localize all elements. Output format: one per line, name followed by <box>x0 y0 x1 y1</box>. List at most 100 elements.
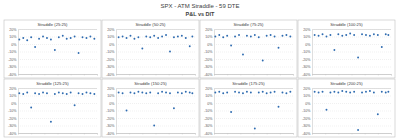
y-tick: 10% <box>107 94 195 98</box>
x-tick <box>227 74 228 76</box>
point <box>250 92 252 94</box>
point <box>322 33 324 35</box>
x-tick <box>352 74 353 76</box>
point <box>78 92 80 94</box>
y-tick: 0% <box>207 102 293 106</box>
y-tick: 20% <box>9 28 97 32</box>
x-tick-mark <box>18 74 19 76</box>
x-tick-mark <box>227 74 228 76</box>
x-tick <box>71 74 72 76</box>
y-tick: 0% <box>11 43 97 47</box>
y-grid-line <box>18 133 97 134</box>
point <box>230 111 232 113</box>
x-tick-mark <box>338 74 339 76</box>
point <box>191 36 193 38</box>
point <box>133 92 135 94</box>
x-tick <box>267 133 268 135</box>
x-tick-mark <box>169 133 170 135</box>
y-tick: -10% <box>8 109 97 113</box>
x-tick-mark <box>97 133 98 135</box>
x-tick-mark <box>44 74 45 76</box>
y-grid-line <box>312 29 391 30</box>
point <box>169 51 171 53</box>
y-grid-line <box>116 88 195 89</box>
point <box>58 92 60 94</box>
x-axis <box>313 74 392 76</box>
points <box>18 35 95 54</box>
point <box>387 34 389 36</box>
y-tick: -10% <box>106 109 195 113</box>
y-tick-label: -40% <box>8 132 17 136</box>
y-grid-line <box>214 118 293 119</box>
point <box>222 92 224 94</box>
y-tick: -30% <box>302 124 391 128</box>
point <box>145 36 147 38</box>
x-tick-mark <box>240 133 241 135</box>
plot-area: -40%-30%-20%-10%0%10%20% <box>204 87 293 136</box>
point <box>126 110 128 112</box>
point <box>22 37 24 39</box>
y-grid-line <box>214 44 293 45</box>
panel-frame <box>102 20 199 78</box>
x-tick-mark <box>18 133 19 135</box>
point <box>122 36 124 38</box>
point <box>46 37 48 39</box>
y-tick: 0% <box>305 43 391 47</box>
x-tick <box>44 74 45 76</box>
x-axis-line <box>313 75 392 76</box>
point <box>177 92 179 94</box>
y-tick: -30% <box>204 124 293 128</box>
y-tick: -20% <box>204 117 293 121</box>
x-tick <box>378 74 379 76</box>
y-axis: -40%-30%-20%-10%0%10%20% <box>204 28 293 77</box>
y-tick-label: -20% <box>204 117 213 121</box>
x-tick-mark <box>267 133 268 135</box>
point <box>54 49 56 51</box>
point <box>149 92 151 94</box>
y-tick-label: -30% <box>302 124 311 128</box>
y-tick: 20% <box>205 87 293 91</box>
y-grid-line <box>116 59 195 60</box>
point <box>381 91 383 93</box>
y-tick-label: -30% <box>106 65 115 69</box>
point <box>58 36 60 38</box>
x-tick <box>182 133 183 135</box>
y-tick-label: -40% <box>106 132 115 136</box>
y-grid-line <box>116 52 195 53</box>
x-axis <box>215 133 294 135</box>
point <box>42 36 44 38</box>
x-tick-mark <box>31 74 32 76</box>
points <box>214 91 291 130</box>
y-tick-label: -40% <box>106 73 115 77</box>
y-tick-label: -30% <box>204 124 213 128</box>
y-tick-label: 10% <box>205 35 213 39</box>
point <box>185 91 187 93</box>
y-grid-line <box>18 103 97 104</box>
y-grid-line <box>214 74 293 75</box>
y-tick-label: 0% <box>207 43 213 47</box>
point <box>189 45 191 47</box>
y-grid-line <box>18 67 97 68</box>
point <box>118 36 120 38</box>
x-tick <box>312 74 313 76</box>
panel: Straddle (75:25)-40%-30%-20%-10%0%10%20% <box>200 20 297 78</box>
y-grid-line <box>116 96 195 97</box>
x-tick <box>84 74 85 76</box>
points <box>314 33 390 59</box>
x-tick-mark <box>156 74 157 76</box>
x-tick-mark <box>129 74 130 76</box>
y-tick: -20% <box>302 58 391 62</box>
y-grid-line <box>214 126 293 127</box>
y-tick-label: -10% <box>106 109 115 113</box>
y-axis: -40%-30%-20%-10%0%10%20% <box>8 28 97 77</box>
point <box>89 92 91 94</box>
y-tick: 0% <box>305 102 391 106</box>
y-tick-label: 20% <box>205 28 213 32</box>
y-axis-line <box>215 89 294 134</box>
x-tick <box>338 74 339 76</box>
y-axis: -40%-30%-20%-10%0%10%20% <box>106 87 195 136</box>
plot-area: -40%-30%-20%-10%0%10%20% <box>8 28 97 77</box>
points <box>118 91 194 127</box>
point <box>66 38 68 40</box>
panel-title: Straddle (150:25) <box>134 81 167 86</box>
